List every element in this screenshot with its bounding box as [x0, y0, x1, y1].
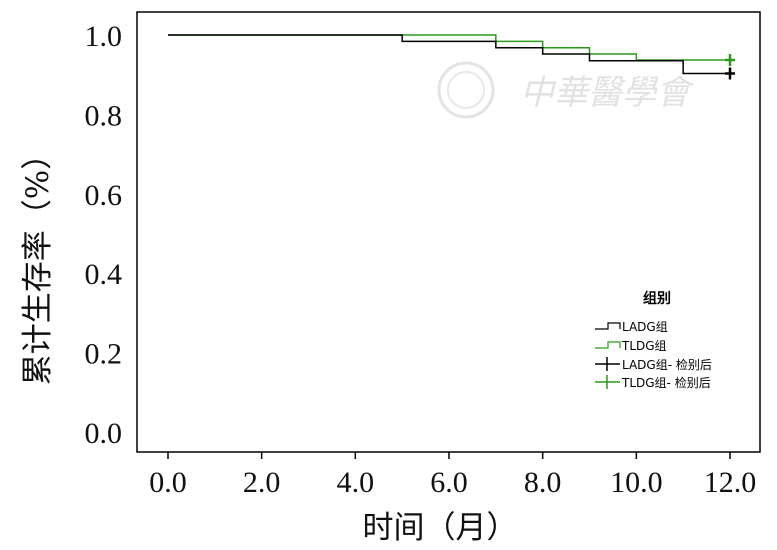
legend-entry-ladg: LADG组: [622, 320, 668, 334]
legend-title: 组别: [643, 290, 671, 307]
x-tick-label: 4.0: [337, 466, 375, 499]
y-axis-label: 累计生存率（%）: [20, 139, 56, 385]
x-tick-label: 2.0: [243, 466, 281, 499]
x-axis-label: 时间（月）: [363, 510, 518, 546]
x-tick-label: 0.0: [149, 466, 187, 499]
x-tick-label: 8.0: [524, 466, 562, 499]
censor-mark: [725, 54, 735, 67]
y-tick-label: 0.6: [85, 179, 123, 212]
y-tick-label: 0.0: [85, 417, 123, 450]
legend-entry-ladg-censored: LADG组- 检别后: [622, 357, 712, 372]
watermark: 中華醫學會: [437, 61, 695, 119]
legend: 组别 LADG组 TLDG组 LADG组- 检别后 TLDG组- 检别后: [595, 290, 712, 390]
x-tick-label: 12.0: [704, 466, 757, 499]
legend-censor-icon-tldg: [595, 375, 620, 389]
x-tick-label: 10.0: [610, 466, 663, 499]
censor-mark: [725, 67, 735, 80]
legend-entry-tldg: TLDG组: [621, 339, 667, 353]
survival-curve-LADG组: [168, 34, 730, 75]
watermark-text: 中華醫學會: [520, 73, 695, 113]
legend-step-icon-ladg: [595, 322, 621, 330]
legend-entry-tldg-censored: TLDG组- 检别后: [621, 375, 711, 390]
legend-step-icon-tldg: [595, 341, 621, 349]
y-tick-label: 0.4: [85, 258, 123, 291]
x-tick-label: 6.0: [430, 466, 468, 499]
y-tick-label: 1.0: [85, 20, 123, 53]
y-tick-label: 0.2: [85, 338, 123, 371]
survival-curve-TLDG组: [168, 34, 730, 61]
legend-censor-icon-ladg: [595, 357, 620, 371]
y-tick-label: 0.8: [85, 99, 123, 132]
